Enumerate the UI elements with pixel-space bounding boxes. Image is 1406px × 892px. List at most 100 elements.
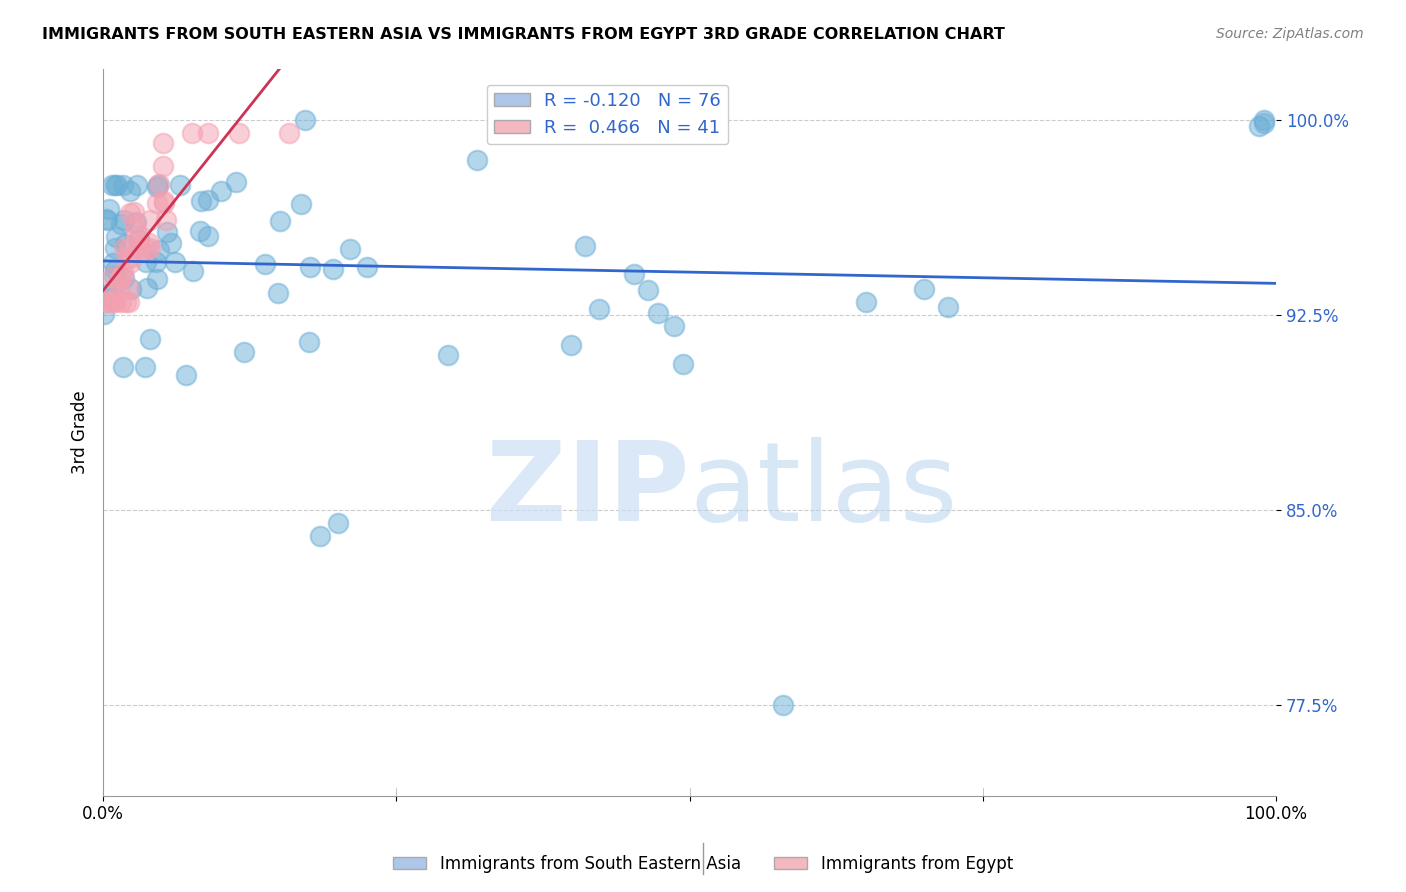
Point [1253,113,1275,128]
Text: IMMIGRANTS FROM SOUTH EASTERN ASIA VS IMMIGRANTS FROM EGYPT 3RD GRADE CORRELATIO: IMMIGRANTS FROM SOUTH EASTERN ASIA VS IM… [42,27,1005,42]
Point [197,127,219,141]
Point [153,194,176,209]
Y-axis label: 3rd Grade: 3rd Grade [72,391,89,474]
Legend: Immigrants from South Eastern Asia, Immigrants from Egypt: Immigrants from South Eastern Asia, Immi… [387,848,1019,880]
Point [98,202,121,216]
Point [96,287,118,301]
Point [148,243,170,257]
Point [129,243,152,257]
Point [118,280,141,294]
Text: Source: ZipAtlas.com: Source: ZipAtlas.com [1216,27,1364,41]
Point [112,213,135,227]
Point [134,360,156,375]
Point [101,178,124,193]
Point [139,213,162,227]
Point [103,269,125,284]
Point [228,127,250,141]
Point [855,295,877,310]
Point [122,204,145,219]
Point [118,206,141,220]
Point [146,271,169,285]
Point [209,184,232,198]
Point [197,229,219,244]
Point [112,241,135,255]
Point [309,529,332,543]
Point [108,282,131,296]
Point [139,241,162,255]
Point [96,213,118,227]
Point [772,698,794,712]
Point [94,295,117,310]
Legend: R = -0.120   N = 76, R =  0.466   N = 41: R = -0.120 N = 76, R = 0.466 N = 41 [486,85,728,145]
Point [277,127,299,141]
Point [97,295,120,310]
Point [125,215,148,229]
Point [169,178,191,193]
Point [159,235,181,250]
Point [174,368,197,383]
Point [104,295,127,310]
Point [105,230,128,244]
Point [152,136,174,150]
Point [135,281,157,295]
Point [118,251,141,265]
Point [127,178,149,193]
Point [110,217,132,231]
Point [114,236,136,251]
Point [145,180,167,194]
Point [101,269,124,284]
Point [1247,119,1270,133]
Point [93,306,115,320]
Point [662,319,685,334]
Point [467,153,489,168]
Point [110,295,132,310]
Point [118,241,141,255]
Point [120,281,142,295]
Point [297,334,319,349]
Point [269,214,291,228]
Point [120,256,142,270]
Point [128,233,150,247]
Point [165,254,187,268]
Point [112,360,135,375]
Point [135,254,157,268]
Point [128,229,150,244]
Point [647,306,669,320]
Point [101,256,124,270]
Point [104,293,127,308]
Point [138,332,160,346]
Point [225,175,247,189]
Point [146,195,169,210]
Point [118,184,141,198]
Point [339,242,361,256]
Point [125,224,148,238]
Point [146,178,169,193]
Point [254,257,277,271]
Point [294,113,316,128]
Point [148,177,170,191]
Point [356,260,378,274]
Point [104,263,127,277]
Point [623,267,645,281]
Point [672,357,695,371]
Point [560,338,582,352]
Point [181,127,204,141]
Point [104,178,127,193]
Point [152,196,174,211]
Point [574,238,596,252]
Point [105,178,128,193]
Point [437,348,460,362]
Point [138,236,160,251]
Point [326,516,349,530]
Point [322,261,344,276]
Point [266,286,288,301]
Text: ZIP: ZIP [486,437,689,544]
Point [111,265,134,279]
Point [197,194,219,208]
Point [936,301,959,315]
Point [128,238,150,252]
Point [299,260,322,274]
Point [183,264,205,278]
Point [124,217,146,231]
Point [155,213,177,227]
